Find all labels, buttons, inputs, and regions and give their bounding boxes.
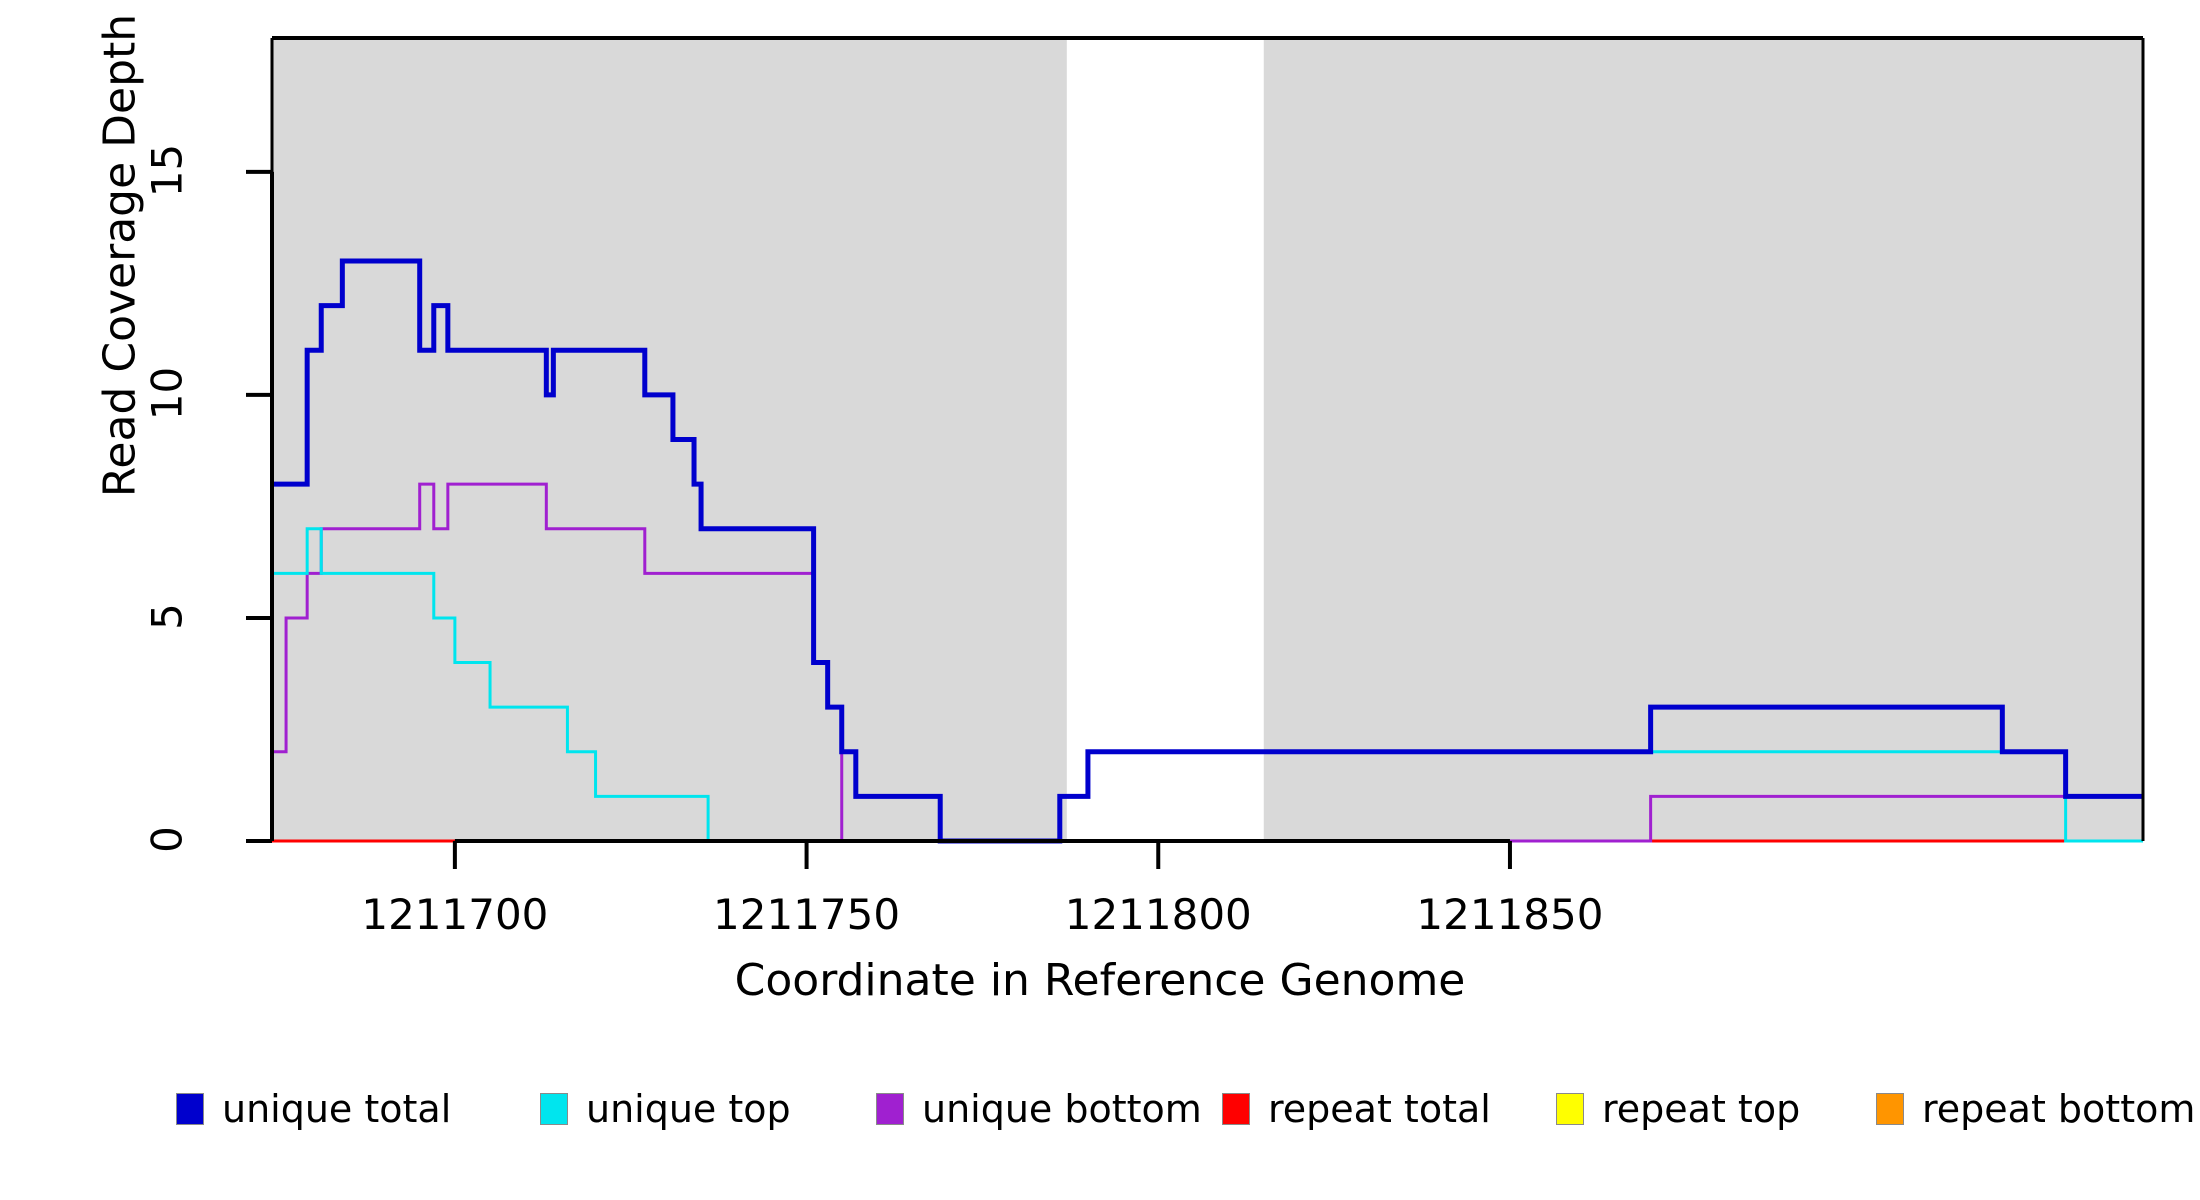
x-tick-label-1211700: 1211700 [361, 890, 549, 939]
legend-item-repeat-bottom[interactable]: repeat bottom [1876, 1085, 2195, 1133]
legend-swatch-icon [1556, 1093, 1584, 1125]
legend-label: repeat total [1268, 1087, 1491, 1131]
legend-swatch-icon [876, 1093, 904, 1125]
legend-swatch-icon [540, 1093, 568, 1125]
series-unique-bottom [272, 482, 2143, 843]
legend-item-unique-bottom[interactable]: unique bottom [876, 1085, 1202, 1133]
legend-item-repeat-total[interactable]: repeat total [1222, 1085, 1491, 1133]
legend-swatch-icon [1876, 1093, 1904, 1125]
legend-swatch-icon [176, 1093, 204, 1125]
x-axis-title: Coordinate in Reference Genome [734, 955, 1466, 1006]
x-tick-label-1211800: 1211800 [1064, 890, 1252, 939]
legend-label: repeat top [1602, 1087, 1801, 1131]
legend-label: unique bottom [922, 1087, 1202, 1131]
legend-item-unique-top[interactable]: unique top [540, 1085, 791, 1133]
series-unique-total [272, 258, 2143, 844]
legend-swatch-icon [1222, 1093, 1250, 1125]
legend-label: unique top [586, 1087, 791, 1131]
shaded-region-1 [1263, 38, 2143, 841]
legend-item-unique-total[interactable]: unique total [176, 1085, 451, 1133]
x-tick-label-1211850: 1211850 [1416, 890, 1604, 939]
legend-label: repeat bottom [1922, 1087, 2196, 1131]
legend-item-repeat-top[interactable]: repeat top [1556, 1085, 1800, 1133]
x-tick-label-1211750: 1211750 [713, 890, 901, 939]
legend: unique total unique top unique bottom repea… [0, 1085, 2200, 1145]
legend-label: unique total [222, 1087, 452, 1131]
shaded-region-0 [272, 38, 1067, 841]
